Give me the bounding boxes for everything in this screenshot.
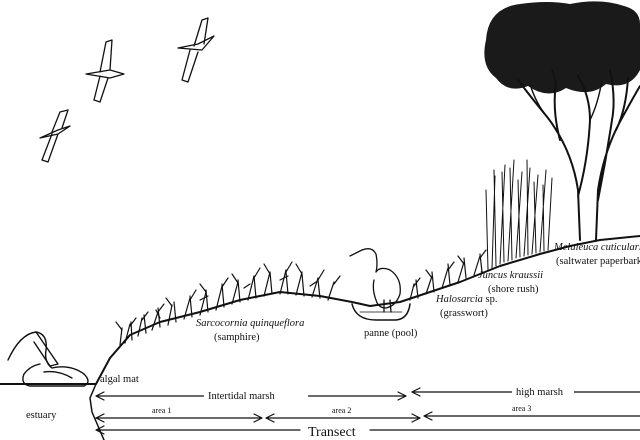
sarcocornia-common-label: (samphire) — [214, 332, 260, 343]
ground-profile — [0, 235, 640, 385]
flying-bird-1 — [39, 109, 71, 163]
tree-canopy — [484, 1, 640, 94]
juncus-common-label: (shore rush) — [488, 284, 539, 295]
area-1-label: area 1 — [152, 406, 171, 415]
high-marsh-label: high marsh — [516, 387, 564, 398]
algal-mat-label: algal mat — [100, 374, 139, 385]
halosarcia-sp: sp. — [483, 294, 498, 305]
melaleuca-name-label: Melaleuca cuticularis — [553, 242, 640, 253]
juncus-rushes — [485, 159, 553, 271]
intertidal-label-bg — [204, 390, 308, 402]
area-3-arrow — [423, 411, 640, 421]
intertidal-marsh-label: Intertidal marsh — [208, 391, 276, 402]
flying-bird-2 — [85, 39, 125, 103]
flying-bird-3 — [177, 17, 215, 83]
flying-birds — [39, 17, 215, 163]
transect-arrow — [95, 425, 640, 435]
area-2-arrow — [265, 413, 421, 423]
panne-label: panne (pool) — [364, 328, 418, 339]
halosarcia-name: Halosarcia — [435, 294, 483, 305]
area-2-label: area 2 — [332, 406, 351, 415]
sarcocornia-name-label: Sarcocornia quinqueflora — [196, 318, 304, 329]
halosarcia-common-label: (grasswort) — [440, 308, 488, 319]
melaleuca-common-label: (saltwater paperbark) — [556, 256, 640, 267]
area-arrows — [95, 411, 640, 435]
melaleuca-tree — [484, 1, 640, 241]
egret-bird — [349, 248, 401, 313]
area-1-arrow — [95, 413, 263, 423]
halosarcia-label: Halosarcia sp. — [435, 294, 497, 305]
juncus-name-label: Juncus kraussii — [478, 270, 543, 281]
grasswort-shrubs — [409, 249, 487, 301]
estuary-bank — [89, 383, 105, 440]
pelican-bird — [7, 331, 89, 387]
transect-label: Transect — [308, 425, 356, 440]
area-3-label: area 3 — [512, 404, 531, 413]
panne-pool — [351, 303, 411, 321]
high-marsh-label-bg — [512, 386, 574, 398]
samphire-shrubs — [115, 261, 341, 346]
estuary-label: estuary — [26, 410, 57, 421]
